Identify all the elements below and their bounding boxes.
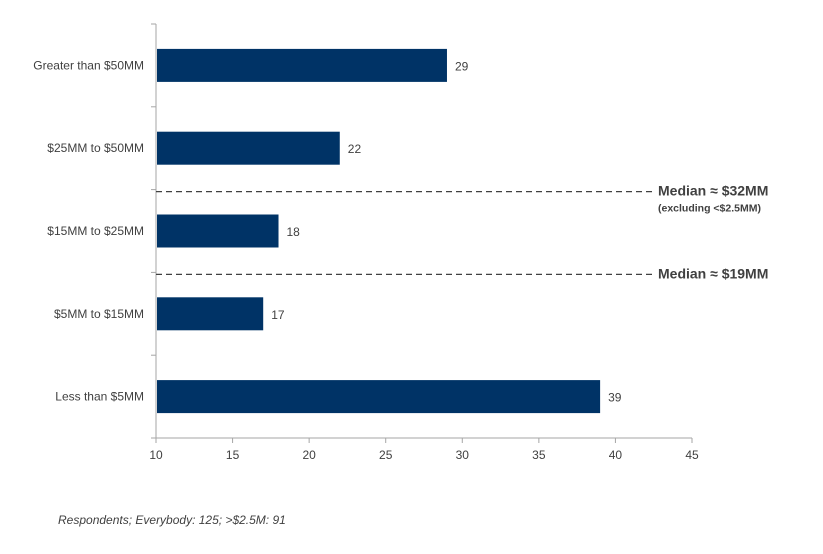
category-label: Greater than $50MM — [33, 58, 144, 72]
x-tick-label: 45 — [685, 448, 699, 462]
bar — [157, 297, 264, 331]
value-label: 39 — [608, 391, 622, 405]
value-label: 22 — [348, 142, 362, 156]
median-sublabel: (excluding <$2.5MM) — [658, 203, 761, 215]
x-tick-label: 35 — [532, 448, 546, 462]
x-tick-label: 30 — [456, 448, 470, 462]
x-tick-label: 40 — [609, 448, 623, 462]
chart-bars — [157, 48, 601, 414]
category-label: Less than $5MM — [55, 390, 144, 404]
bar — [157, 380, 601, 414]
median-label: Median ≈ $32MM — [658, 183, 768, 199]
category-label: $25MM to $50MM — [47, 141, 144, 155]
x-tick-label: 15 — [226, 448, 240, 462]
x-tick-label: 10 — [149, 448, 163, 462]
bar — [157, 48, 447, 82]
chart-axes: 10 15 20 25 30 35 40 45 — [149, 23, 699, 462]
footnote: Respondents; Everybody: 125; >$2.5M: 91 — [58, 513, 286, 527]
category-label: $15MM to $25MM — [47, 224, 144, 238]
chart-labels: Greater than $50MM 29 $25MM to $50MM 22 $15M… — [33, 58, 622, 404]
chart-annotations: Median ≈ $32MM (excluding <$2.5MM) Median … — [156, 183, 768, 281]
x-tick-label: 20 — [302, 448, 316, 462]
value-label: 29 — [455, 59, 469, 73]
bar — [157, 214, 279, 248]
value-label: 18 — [287, 225, 301, 239]
category-label: $5MM to $15MM — [54, 307, 144, 321]
x-tick-label: 25 — [379, 448, 393, 462]
median-label: Median ≈ $19MM — [658, 265, 768, 281]
bar — [157, 131, 340, 165]
value-label: 17 — [271, 308, 285, 322]
